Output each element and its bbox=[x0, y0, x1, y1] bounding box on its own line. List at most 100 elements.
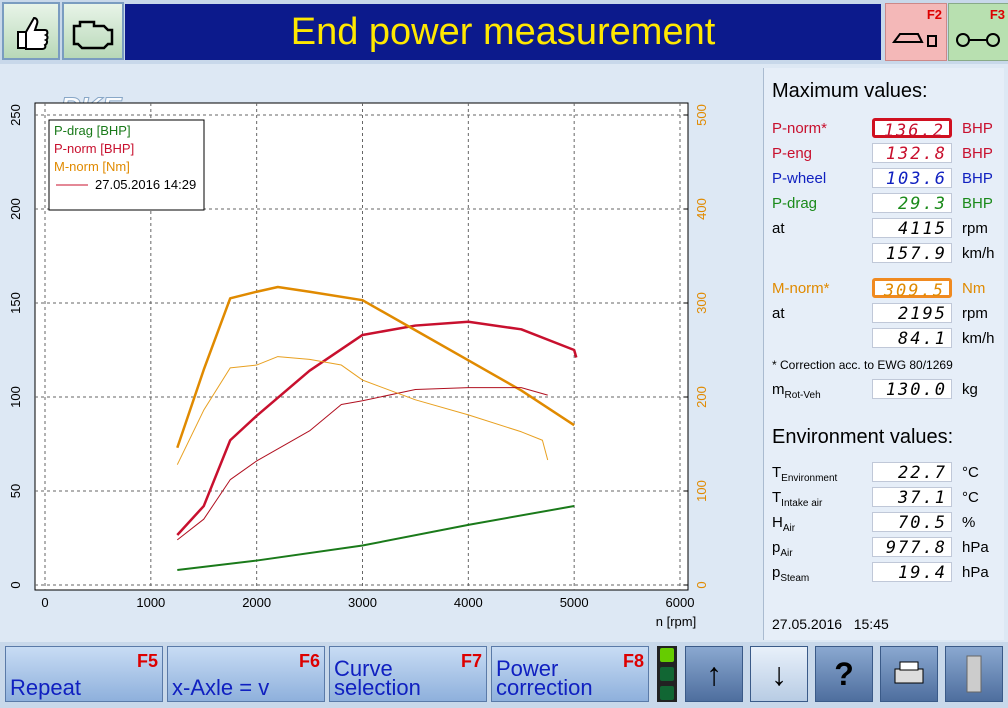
bottom-bar: ↑ ↓ ? Repeat F5 x-Axle = v F6 Curve selectio… bbox=[0, 642, 1008, 708]
env-row: TEnvironment 22.7 °C bbox=[772, 462, 1004, 484]
row-label: TEnvironment bbox=[772, 464, 837, 484]
row-label: at bbox=[772, 220, 785, 237]
status-lights bbox=[657, 646, 677, 702]
down-button[interactable]: ↓ bbox=[750, 646, 808, 702]
y2-tick-label: 400 bbox=[694, 198, 709, 220]
function-button[interactable]: Power correction F8 bbox=[491, 646, 649, 702]
title: End power measurement bbox=[125, 4, 881, 60]
row-value: 37.1 bbox=[872, 487, 952, 508]
top-bar: End power measurement F2 F3 bbox=[0, 0, 1008, 64]
row-value: 136.2 bbox=[872, 118, 952, 141]
value-row: at 2195 rpm bbox=[772, 303, 1004, 325]
label-main: H bbox=[772, 514, 783, 531]
y2-tick-label: 500 bbox=[694, 104, 709, 126]
x-tick-label: 5000 bbox=[560, 595, 589, 610]
row-label: pSteam bbox=[772, 564, 809, 584]
series-line bbox=[176, 356, 549, 465]
legend: P-drag [BHP] P-norm [BHP] M-norm [Nm] 27.05… bbox=[48, 119, 205, 211]
y-tick-label: 200 bbox=[8, 198, 23, 220]
button-label: x-Axle = v bbox=[172, 675, 270, 700]
ok-button[interactable] bbox=[2, 2, 60, 60]
timestamp: 27.05.2016 15:45 bbox=[772, 616, 889, 632]
help-button[interactable]: ? bbox=[815, 646, 873, 702]
row-unit: hPa bbox=[962, 539, 989, 556]
legend-entry: M-norm [Nm] bbox=[54, 159, 130, 174]
row-unit: km/h bbox=[962, 330, 995, 347]
f-key: F6 bbox=[298, 651, 320, 671]
x-tick-label: 4000 bbox=[454, 595, 483, 610]
y2-tick-label: 100 bbox=[694, 480, 709, 502]
value-row: 84.1 km/h bbox=[772, 328, 1004, 350]
car-icon bbox=[892, 33, 937, 47]
series-line bbox=[176, 320, 578, 536]
env-row: HAir 70.5% bbox=[772, 512, 1004, 534]
series-line bbox=[176, 387, 548, 541]
function-button[interactable]: Repeat F5 bbox=[5, 646, 163, 702]
row-unit: rpm bbox=[962, 305, 988, 322]
row-unit: Nm bbox=[962, 280, 986, 297]
row-label: P-eng bbox=[772, 145, 813, 162]
f-key: F8 bbox=[622, 651, 644, 671]
series-line bbox=[177, 505, 575, 571]
legend-entry: P-norm [BHP] bbox=[54, 141, 134, 156]
label-main: T bbox=[772, 464, 782, 481]
f-key: F7 bbox=[460, 651, 482, 671]
value-row: P-drag 29.3 BHP bbox=[772, 193, 1004, 215]
env-row: TIntake air 37.1 °C bbox=[772, 487, 1004, 509]
f3-button[interactable]: F3 bbox=[948, 3, 1008, 61]
exit-button[interactable] bbox=[945, 646, 1003, 702]
value-row: P-wheel 103.6 BHP bbox=[772, 168, 1004, 190]
engine-button[interactable] bbox=[62, 2, 124, 60]
label-sub: Intake air bbox=[781, 498, 823, 509]
mass-row: mRot-Veh 130.0 kg bbox=[772, 379, 1004, 401]
print-button[interactable] bbox=[880, 646, 938, 702]
row-value: 22.7 bbox=[872, 462, 952, 483]
row-label: P-norm* bbox=[772, 120, 828, 137]
row-unit: hPa bbox=[962, 564, 989, 581]
function-button[interactable]: x-Axle = v F6 bbox=[167, 646, 325, 702]
button-label: Curve selection bbox=[334, 656, 421, 700]
x-axis-label: n [rpm] bbox=[656, 614, 696, 629]
legend-entry: P-drag [BHP] bbox=[54, 123, 131, 138]
row-value: 103.6 bbox=[872, 168, 952, 189]
x-tick-label: 3000 bbox=[348, 595, 377, 610]
legend-caption: 27.05.2016 14:29 bbox=[95, 177, 196, 192]
x-tick-label: 6000 bbox=[666, 595, 695, 610]
row-label: M-norm* bbox=[772, 280, 830, 297]
button-label: Power correction bbox=[496, 656, 593, 700]
legend-box bbox=[48, 119, 205, 211]
row-value: 977.8 bbox=[872, 537, 952, 558]
y-tick-label: 250 bbox=[8, 104, 23, 126]
value-row: 157.9 km/h bbox=[772, 243, 1004, 265]
y-tick-label: 50 bbox=[8, 484, 23, 498]
f2-button[interactable]: F2 bbox=[885, 3, 947, 61]
door-icon bbox=[966, 655, 982, 693]
label-main: m bbox=[772, 381, 785, 398]
engine-icon bbox=[72, 20, 114, 50]
value-row: P-eng 132.8 BHP bbox=[772, 143, 1004, 165]
function-button[interactable]: Curve selection F7 bbox=[329, 646, 487, 702]
values-panel: Maximum values: P-norm* 136.2 BHP P-eng 132.8… bbox=[763, 68, 1004, 640]
value-row: P-norm* 136.2 BHP bbox=[772, 118, 1004, 141]
label-sub: Rot-Veh bbox=[784, 390, 821, 401]
note: * Correction acc. to EWG 80/1269 bbox=[772, 358, 953, 372]
button-label: Repeat bbox=[10, 675, 81, 700]
row-unit: °C bbox=[962, 464, 979, 481]
row-unit: °C bbox=[962, 489, 979, 506]
row-value: 309.5 bbox=[872, 278, 952, 301]
value-row: M-norm* 309.5 Nm bbox=[772, 278, 1004, 301]
y2-tick-label: 0 bbox=[694, 581, 709, 588]
row-value: 157.9 bbox=[872, 243, 952, 264]
row-unit: BHP bbox=[962, 195, 993, 212]
row-label: P-drag bbox=[772, 195, 818, 212]
up-button[interactable]: ↑ bbox=[685, 646, 743, 702]
heading: Environment values: bbox=[772, 426, 954, 448]
row-unit: BHP bbox=[962, 145, 993, 162]
thumb-icon bbox=[17, 16, 49, 50]
row-value: 130.0 bbox=[872, 379, 952, 400]
f-key: F5 bbox=[136, 651, 158, 671]
label-main: p bbox=[772, 564, 781, 581]
row-label: pAir bbox=[772, 539, 793, 559]
label-sub: Steam bbox=[780, 573, 810, 584]
